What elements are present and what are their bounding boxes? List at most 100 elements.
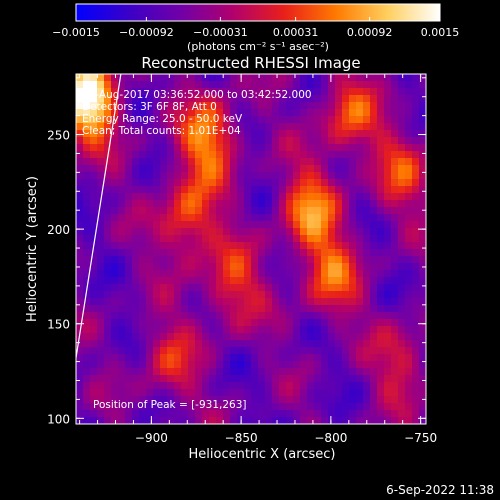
heatmap-cell <box>209 291 217 299</box>
heatmap-cell <box>76 88 84 96</box>
heatmap-cell <box>258 284 266 292</box>
heatmap-cell <box>307 235 315 243</box>
heatmap-cell <box>139 165 147 173</box>
heatmap-cell <box>286 193 294 201</box>
heatmap-cell <box>104 165 112 173</box>
heatmap-cell <box>300 277 308 285</box>
colorbar-tick-label: 0.00031 <box>273 26 319 39</box>
observation-info: 31-Aug-2017 03:36:52.000 to 03:42:52.000… <box>82 89 312 137</box>
heatmap-cell <box>384 102 392 110</box>
heatmap-cell <box>132 340 140 348</box>
heatmap-cell <box>293 165 301 173</box>
heatmap-cell <box>342 382 350 390</box>
heatmap-cell <box>342 277 350 285</box>
heatmap-cell <box>412 368 420 376</box>
heatmap-cell <box>90 74 98 82</box>
heatmap-cell <box>104 291 112 299</box>
heatmap-cell <box>195 312 203 320</box>
heatmap-cell <box>405 284 413 292</box>
heatmap-cell <box>132 382 140 390</box>
heatmap-cell <box>83 179 91 187</box>
heatmap-cell <box>412 165 420 173</box>
heatmap-cell <box>83 123 91 131</box>
heatmap-cell <box>167 333 175 341</box>
heatmap-cell <box>293 312 301 320</box>
heatmap-cell <box>104 340 112 348</box>
heatmap-cell <box>90 270 98 278</box>
info-line-counts: Clean; Total counts: 1.01E+04 <box>82 125 241 137</box>
heatmap-cell <box>160 256 168 264</box>
heatmap-cell <box>307 368 315 376</box>
heatmap-cell <box>97 263 105 271</box>
heatmap-cell <box>195 256 203 264</box>
heatmap-cell <box>286 347 294 355</box>
heatmap-cell <box>223 137 231 145</box>
heatmap-cell <box>146 235 154 243</box>
heatmap-cell <box>153 396 161 404</box>
heatmap-cell <box>244 221 252 229</box>
heatmap-cell <box>391 291 399 299</box>
heatmap-cell <box>146 249 154 257</box>
heatmap-cell <box>314 179 322 187</box>
heatmap-cell <box>188 417 196 424</box>
heatmap-cell <box>209 81 217 89</box>
heatmap-cell <box>244 305 252 313</box>
heatmap-cell <box>377 193 385 201</box>
heatmap-cell <box>83 403 91 411</box>
heatmap-cell <box>202 361 210 369</box>
heatmap-cell <box>97 417 105 424</box>
heatmap-cell <box>90 186 98 194</box>
heatmap-cell <box>258 228 266 236</box>
heatmap-cell <box>90 361 98 369</box>
heatmap-cell <box>328 88 336 96</box>
heatmap-cell <box>195 158 203 166</box>
heatmap-cell <box>314 284 322 292</box>
heatmap-cell <box>202 410 210 418</box>
heatmap-cell <box>188 340 196 348</box>
heatmap-cell <box>167 277 175 285</box>
heatmap-cell <box>202 312 210 320</box>
heatmap-cell <box>377 284 385 292</box>
heatmap-cell <box>384 207 392 215</box>
heatmap-cell <box>223 284 231 292</box>
heatmap-cell <box>405 116 413 124</box>
heatmap-cell <box>321 403 329 411</box>
heatmap-cell <box>104 347 112 355</box>
heatmap-cell <box>83 291 91 299</box>
heatmap-cell <box>384 403 392 411</box>
heatmap-cell <box>167 144 175 152</box>
heatmap-cell <box>90 389 98 397</box>
heatmap-cell <box>349 109 357 117</box>
heatmap-cell <box>391 305 399 313</box>
heatmap-cell <box>118 116 126 124</box>
heatmap-cell <box>97 158 105 166</box>
heatmap-cell <box>398 214 406 222</box>
heatmap-cell <box>111 382 119 390</box>
heatmap-cell <box>293 263 301 271</box>
heatmap-cell <box>405 186 413 194</box>
heatmap-cell <box>307 179 315 187</box>
heatmap-cell <box>139 74 147 82</box>
heatmap-cell <box>160 81 168 89</box>
heatmap-cell <box>349 88 357 96</box>
heatmap-cell <box>300 417 308 424</box>
heatmap-cell <box>76 144 84 152</box>
heatmap-cell <box>335 403 343 411</box>
heatmap-cell <box>216 242 224 250</box>
heatmap-cell <box>405 179 413 187</box>
heatmap-cell <box>237 228 245 236</box>
heatmap-cell <box>419 228 426 236</box>
heatmap-cell <box>412 340 420 348</box>
heatmap-cell <box>286 235 294 243</box>
heatmap-cell <box>419 389 426 397</box>
heatmap-cell <box>160 298 168 306</box>
heatmap-cell <box>405 123 413 131</box>
heatmap-cell <box>111 312 119 320</box>
heatmap-cell <box>83 347 91 355</box>
heatmap-cell <box>195 165 203 173</box>
heatmap-cell <box>195 193 203 201</box>
heatmap-cell <box>202 277 210 285</box>
heatmap-cell <box>251 312 259 320</box>
heatmap-cell <box>209 207 217 215</box>
heatmap-cell <box>139 410 147 418</box>
